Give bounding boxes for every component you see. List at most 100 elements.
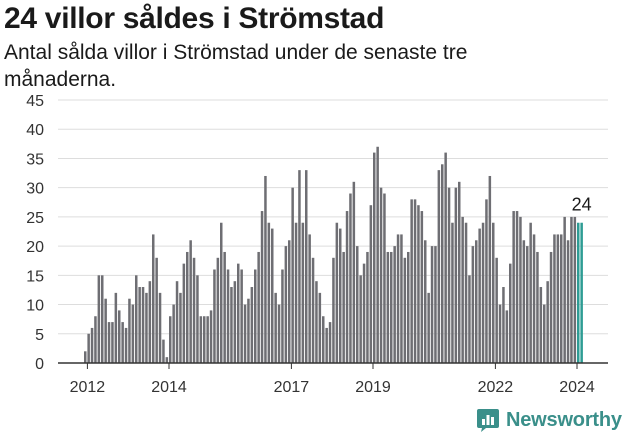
bar xyxy=(393,246,396,363)
bar xyxy=(182,263,186,363)
bar xyxy=(366,251,369,363)
bar xyxy=(141,287,145,363)
bar xyxy=(488,175,492,363)
bar xyxy=(260,211,264,363)
x-tick-label: 2024 xyxy=(559,379,595,396)
bar xyxy=(318,292,322,363)
bar xyxy=(325,327,328,363)
bar xyxy=(526,246,529,363)
bar xyxy=(264,175,267,363)
y-tick-label: 40 xyxy=(26,122,44,139)
bar xyxy=(328,322,332,363)
bar xyxy=(560,234,563,363)
bar xyxy=(175,281,179,363)
bar xyxy=(250,287,254,363)
bar xyxy=(509,263,512,363)
bar xyxy=(247,298,250,363)
bar xyxy=(481,222,485,363)
bar xyxy=(522,240,526,363)
bar xyxy=(291,187,294,363)
bar xyxy=(298,170,301,363)
bar xyxy=(379,187,383,363)
x-tick-label: 2022 xyxy=(478,379,514,396)
last-value-annotation: 24 xyxy=(572,195,592,215)
bar xyxy=(196,275,199,363)
bar xyxy=(359,275,362,363)
bar xyxy=(277,304,281,363)
bar xyxy=(512,211,515,363)
bar xyxy=(461,216,464,363)
x-tick-label: 2012 xyxy=(70,379,106,396)
bar xyxy=(90,327,94,363)
bar xyxy=(515,211,519,363)
bar xyxy=(121,322,124,363)
bar xyxy=(220,222,223,363)
chart-subtitle: Antal sålda villor i Strömstad under de … xyxy=(4,41,468,91)
bar xyxy=(410,199,413,363)
bar xyxy=(288,240,291,363)
bar xyxy=(148,281,152,363)
bar xyxy=(556,234,560,363)
bar xyxy=(475,240,478,363)
bar xyxy=(543,304,546,363)
bar xyxy=(566,240,570,363)
y-tick-label: 20 xyxy=(26,239,44,256)
bar xyxy=(573,216,577,363)
bar xyxy=(396,234,400,363)
bar xyxy=(223,251,226,363)
bar xyxy=(335,222,339,363)
bar xyxy=(570,216,573,363)
bar xyxy=(131,304,135,363)
bar xyxy=(454,187,458,363)
bar xyxy=(169,316,172,363)
bar xyxy=(471,246,475,363)
bar xyxy=(237,263,240,363)
bar xyxy=(301,222,305,363)
bar xyxy=(186,251,189,363)
bar xyxy=(553,234,556,363)
newsworthy-logo-icon xyxy=(477,409,499,432)
bar xyxy=(451,222,454,363)
bar xyxy=(305,170,308,363)
x-tick-label: 2014 xyxy=(151,379,187,396)
bar xyxy=(492,222,495,363)
bar xyxy=(403,257,407,363)
bar xyxy=(549,251,553,363)
bar-highlight xyxy=(580,222,583,363)
bar xyxy=(498,304,502,363)
bar xyxy=(94,316,97,363)
bar xyxy=(373,152,376,363)
bar xyxy=(417,205,420,363)
bar xyxy=(101,275,104,363)
bar xyxy=(390,251,393,363)
y-tick-label: 35 xyxy=(26,151,44,168)
bar xyxy=(240,269,243,363)
bar xyxy=(97,275,101,363)
bar xyxy=(424,240,427,363)
bar xyxy=(400,234,403,363)
y-tick-label: 15 xyxy=(26,268,44,285)
bar xyxy=(162,339,165,363)
y-tick-label: 0 xyxy=(35,356,44,373)
x-tick-label: 2019 xyxy=(355,379,391,396)
bar xyxy=(362,263,366,363)
bar xyxy=(485,199,488,363)
bar xyxy=(420,211,424,363)
bar xyxy=(349,193,352,363)
bar xyxy=(427,292,430,363)
bar xyxy=(369,205,373,363)
bar xyxy=(192,257,196,363)
bar xyxy=(430,246,434,363)
bar xyxy=(203,316,206,363)
x-tick-label: 2017 xyxy=(274,379,310,396)
bar xyxy=(281,269,284,363)
bar xyxy=(532,234,536,363)
y-axis: 0 5 10 15 20 25 30 35 40 45 xyxy=(26,93,44,373)
bar xyxy=(179,292,182,363)
bar xyxy=(172,304,175,363)
bar xyxy=(199,316,203,363)
bar xyxy=(339,228,342,363)
bar xyxy=(478,228,481,363)
bar xyxy=(135,275,138,363)
bar xyxy=(257,251,260,363)
